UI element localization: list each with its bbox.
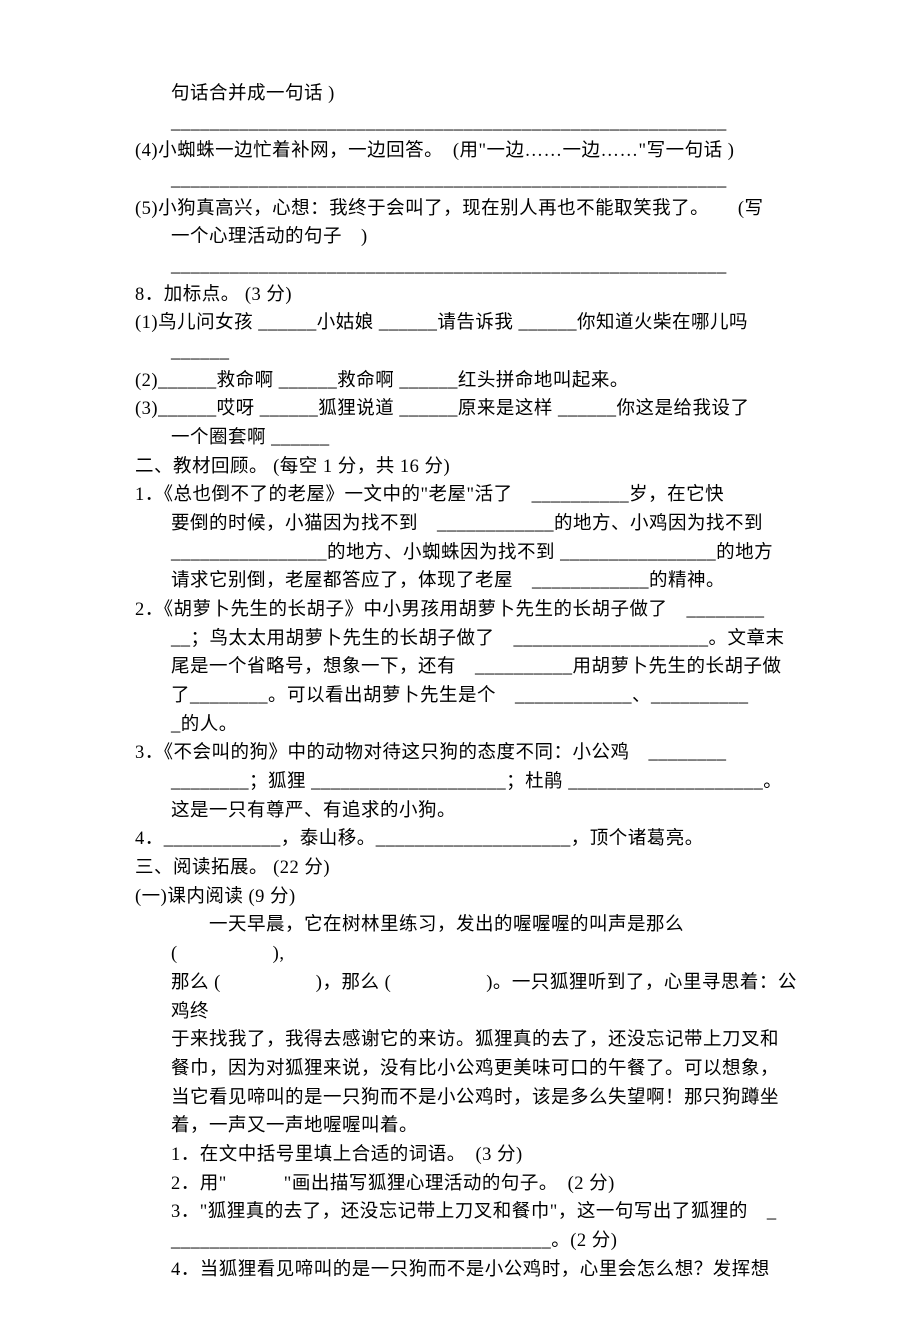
text-line: 一个圈套啊 ______ bbox=[135, 424, 815, 453]
question-line: 3．"狐狸真的去了，还没忘记带上刀叉和餐巾"，这一句写出了狐狸的 _ bbox=[135, 1198, 815, 1227]
text-line: 要倒的时候，小猫因为找不到 ____________的地方、小鸡因为找不到 bbox=[135, 510, 815, 539]
sub-heading: (一)课内阅读 (9 分) bbox=[135, 883, 815, 912]
text-line: 这是一只有尊严、有追求的小狗。 bbox=[135, 797, 815, 826]
question-line: _______________________________________。… bbox=[135, 1227, 815, 1256]
text-line: (3)______哎呀 ______狐狸说道 ______原来是这样 _____… bbox=[135, 395, 815, 424]
passage-line: 于来找我了，我得去感谢它的来访。狐狸真的去了，还没忘记带上刀叉和 bbox=[135, 1026, 815, 1055]
text-line: ________________的地方、小蜘蛛因为找不到 ___________… bbox=[135, 539, 815, 568]
text-line: ________；狐狸 ____________________；杜鹃 ____… bbox=[135, 768, 815, 797]
passage-line: 着，一声又一声地喔喔叫着。 bbox=[135, 1112, 815, 1141]
section-heading: 三、阅读拓展。 (22 分) bbox=[135, 854, 815, 883]
text-line: 尾是一个省略号，想象一下，还有 __________用胡萝卜先生的长胡子做 bbox=[135, 653, 815, 682]
text-line: (4)小蜘蛛一边忙着补网，一边回答。 (用"一边……一边……"写一句话 ) bbox=[135, 137, 815, 166]
text-line: 一个心理活动的句子 ) bbox=[135, 223, 815, 252]
text-line: 请求它别倒，老屋都答应了，体现了老屋 ____________的精神。 bbox=[135, 567, 815, 596]
question-line: 4．当狐狸看见啼叫的是一只狗而不是小公鸡时，心里会怎么想？发挥想 bbox=[135, 1256, 815, 1285]
text-line: 1．《总也倒不了的老屋》一文中的"老屋"活了 __________岁，在它快 bbox=[135, 481, 815, 510]
passage-line: 当它看见啼叫的是一只狗而不是小公鸡时，该是多么失望啊！那只狗蹲坐 bbox=[135, 1084, 815, 1113]
blank-line: ________________________________________… bbox=[135, 166, 815, 195]
blank-line: ________________________________________… bbox=[135, 252, 815, 281]
text-line: ______ bbox=[135, 338, 815, 367]
text-line: __；鸟太太用胡萝卜先生的长胡子做了 ____________________。… bbox=[135, 625, 815, 654]
section-heading: 二、教材回顾。 (每空 1 分，共 16 分) bbox=[135, 453, 815, 482]
text-line: 句话合并成一句话 ) bbox=[135, 80, 815, 109]
passage-line: 那么 ( )，那么 ( )。一只狐狸听到了，心里寻思着：公鸡终 bbox=[135, 969, 815, 1026]
passage-line: 餐巾，因为对狐狸来说，没有比小公鸡更美味可口的午餐了。可以想象， bbox=[135, 1055, 815, 1084]
text-line: (1)鸟儿问女孩 ______小姑娘 ______请告诉我 ______你知道火… bbox=[135, 309, 815, 338]
text-line: (2)______救命啊 ______救命啊 ______红头拼命地叫起来。 bbox=[135, 367, 815, 396]
document-page: 句话合并成一句话 ) _____________________________… bbox=[0, 0, 920, 1344]
blank-line: ________________________________________… bbox=[135, 109, 815, 138]
passage-line: 一天早晨，它在树林里练习，发出的喔喔喔的叫声是那么 ( ), bbox=[135, 911, 815, 968]
text-line: 2．《胡萝卜先生的长胡子》中小男孩用胡萝卜先生的长胡子做了 ________ bbox=[135, 596, 815, 625]
heading-line: 8．加标点。 (3 分) bbox=[135, 281, 815, 310]
text-line: 3．《不会叫的狗》中的动物对待这只狗的态度不同：小公鸡 ________ bbox=[135, 739, 815, 768]
question-line: 2．用" "画出描写狐狸心理活动的句子。 (2 分) bbox=[135, 1170, 815, 1199]
text-line: 4．____________，泰山移。____________________，… bbox=[135, 825, 815, 854]
text-line: 了________。可以看出胡萝卜先生是个 ____________、_____… bbox=[135, 682, 815, 711]
text-line: _的人。 bbox=[135, 711, 815, 740]
question-line: 1．在文中括号里填上合适的词语。 (3 分) bbox=[135, 1141, 815, 1170]
text-line: (5)小狗真高兴，心想：我终于会叫了，现在别人再也不能取笑我了。 (写 bbox=[135, 195, 815, 224]
